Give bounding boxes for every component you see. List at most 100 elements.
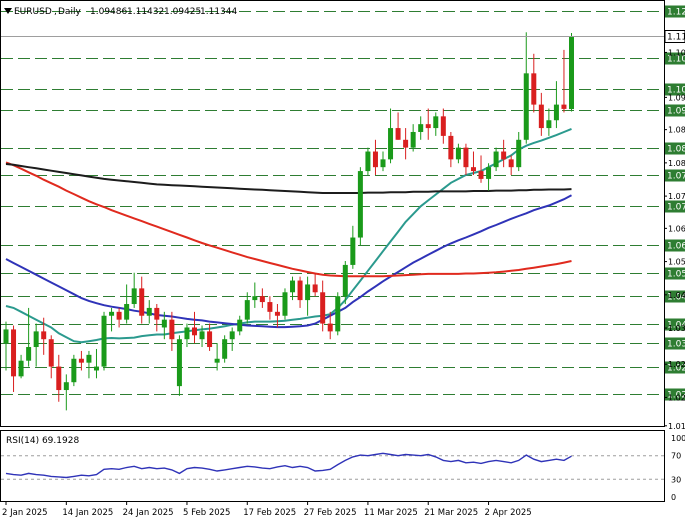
candle-body	[531, 73, 537, 105]
level-label-bg	[665, 239, 685, 252]
price-tick-label: 1.07260	[668, 192, 685, 201]
price-axis: 1.11344 1.10935 1.09785 1.08960 1.08110 1.072…	[1, 30, 685, 431]
level-label-bg	[665, 290, 685, 303]
candle-body	[101, 315, 107, 367]
date-tick-label: 27 Feb 2025	[304, 508, 357, 518]
level-label-bg	[665, 5, 685, 18]
candle-body	[357, 171, 363, 238]
candle-body	[267, 302, 273, 312]
candle-body	[403, 139, 409, 148]
candle-body	[282, 292, 288, 316]
candle-body	[146, 307, 152, 316]
candle-body	[395, 128, 401, 140]
level-label-bg	[665, 318, 685, 331]
candle-body	[229, 331, 235, 340]
candle-body	[116, 311, 122, 320]
candle-body	[508, 159, 514, 168]
date-tick-label: 11 Mar 2025	[364, 508, 418, 518]
price-tick-label: 1.10935	[668, 48, 685, 57]
price-tick-label: 1.08110	[668, 159, 685, 168]
candle-body	[290, 280, 296, 293]
level-label-bg	[665, 169, 685, 182]
rsi-header: RSI(14) 69.1928	[6, 436, 79, 446]
candle-body	[48, 339, 54, 367]
candle-body	[561, 104, 567, 109]
candle-body	[418, 124, 424, 132]
candle-body	[320, 292, 326, 324]
header-separator: ,	[54, 7, 57, 17]
level-label-bg	[665, 361, 685, 374]
high-value: 1.11432	[127, 7, 164, 17]
candle-body	[380, 159, 386, 168]
date-tick-label: 5 Feb 2025	[183, 508, 231, 518]
level-label: 1.09450	[667, 107, 685, 117]
candle-body	[440, 116, 446, 136]
moving-average-line	[5, 161, 572, 278]
moving-average-line	[5, 127, 572, 344]
candle-body	[199, 331, 205, 340]
candle-body	[214, 358, 220, 363]
price-tick-label: 1.01385	[668, 422, 685, 431]
price-tick-label: 1.09785	[668, 93, 685, 102]
current-price-label: 1.11344	[667, 33, 685, 43]
candle-body	[192, 327, 197, 336]
candle-body	[486, 167, 492, 179]
level-label: 1.10800	[667, 55, 685, 65]
rsi-line	[5, 452, 572, 479]
level-label: 1.02200	[667, 391, 685, 401]
candle-body	[274, 311, 280, 316]
price-panel-frame	[0, 0, 665, 427]
candle-body	[11, 329, 17, 377]
candle-body	[342, 264, 348, 297]
rsi-panel-frame	[0, 430, 665, 502]
price-tick-label: 1.02110	[668, 393, 685, 402]
candle-body	[131, 288, 137, 305]
candle-body	[222, 339, 228, 359]
candle-body	[538, 104, 544, 129]
level-label: 1.10000	[667, 86, 685, 96]
price-tick-label: 1.06435	[668, 224, 685, 233]
candle-body	[176, 339, 182, 387]
candle-body	[546, 120, 552, 129]
level-label: 1.07000	[667, 203, 685, 213]
candle-body	[41, 331, 47, 340]
candle-body	[553, 104, 559, 121]
candle-body	[410, 131, 416, 148]
level-label: 1.12000	[667, 8, 685, 18]
date-tick-label: 2 Jan 2025	[2, 508, 48, 518]
candle-body	[569, 36, 574, 110]
timeframe-label: Daily	[58, 7, 81, 17]
candle-body	[3, 329, 9, 344]
price-tick-label: 1.05585	[668, 258, 685, 267]
level-label: 1.03500	[667, 340, 685, 350]
candle-body	[335, 296, 341, 332]
candle-body	[305, 284, 311, 301]
candle-body	[63, 382, 69, 391]
level-label: 1.05300	[667, 270, 685, 280]
price-tick-label: 1.08960	[668, 126, 685, 135]
rsi-tick-label: 30	[671, 475, 681, 484]
candle-body	[109, 311, 115, 316]
level-label: 1.08500	[667, 145, 685, 155]
level-label: 1.06000	[667, 242, 685, 252]
date-tick-label: 2 Apr 2025	[485, 508, 532, 518]
candle-body	[455, 147, 461, 160]
moving-averages	[5, 127, 572, 344]
rsi-tick-label: 100	[671, 434, 685, 443]
candle-body	[297, 280, 303, 301]
date-tick-label: 14 Jan 2025	[62, 508, 113, 518]
candle-body	[463, 147, 469, 168]
date-tick-label: 21 Mar 2025	[424, 508, 478, 518]
candle-body	[78, 358, 84, 363]
candle-body	[244, 300, 250, 320]
close-value: 1.11344	[200, 7, 237, 17]
level-label: 1.04000	[667, 321, 685, 331]
candle-body	[470, 167, 476, 172]
open-value: 1.09486	[90, 7, 127, 17]
price-tick-label: 1.03885	[668, 324, 685, 333]
rsi-tick-label: 0	[671, 493, 676, 502]
level-label-bg	[665, 52, 685, 65]
